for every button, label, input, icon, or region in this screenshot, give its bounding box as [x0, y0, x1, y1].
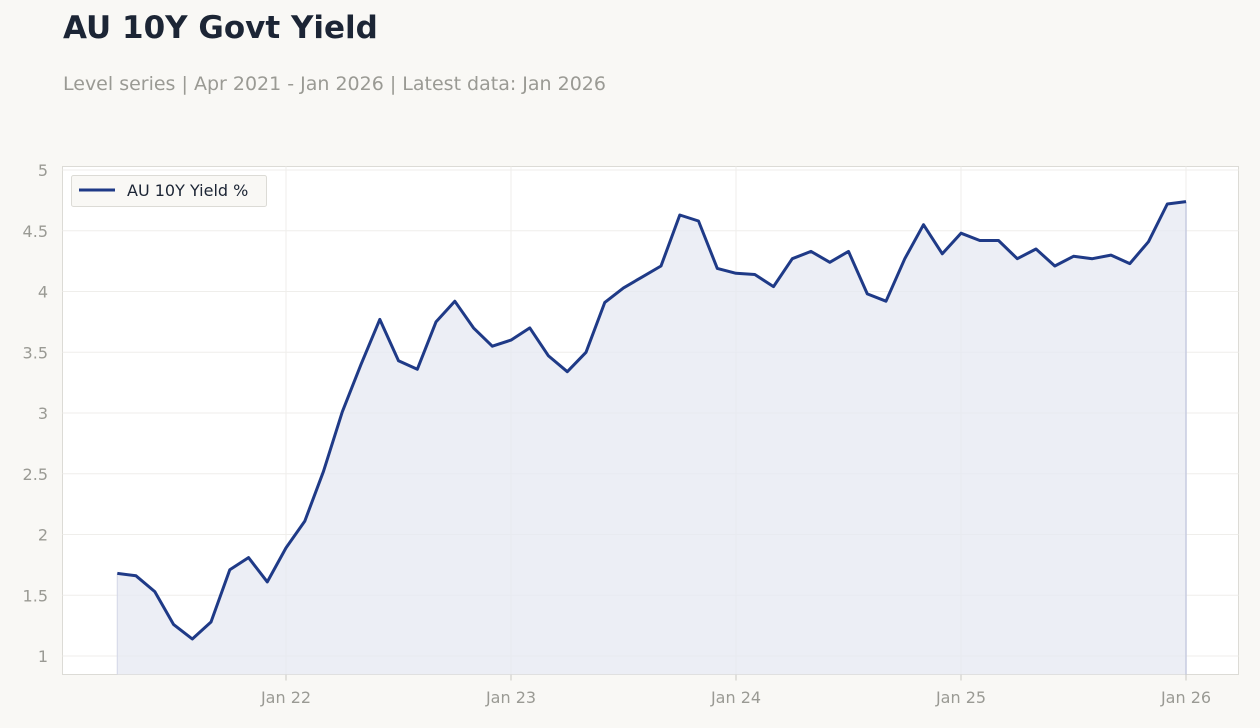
x-axis: Jan 22 Jan 23 Jan 24 Jan 25 Jan 26: [260, 674, 1211, 707]
y-tick-label: 4.5: [23, 222, 48, 241]
y-tick-label: 3.5: [23, 343, 48, 362]
series-area: [117, 201, 1186, 675]
y-tick-label: 1.5: [23, 586, 48, 605]
y-tick-label: 1: [38, 647, 48, 666]
x-tick-label: Jan 23: [485, 688, 536, 707]
chart-subtitle: Level series | Apr 2021 - Jan 2026 | Lat…: [63, 73, 606, 95]
y-tick-label: 2.5: [23, 465, 48, 484]
y-axis: 1 1.5 2 2.5 3 3.5 4 4.5 5: [23, 161, 48, 666]
legend: AU 10Y Yield %: [71, 175, 267, 207]
x-tick-label: Jan 25: [935, 688, 986, 707]
y-tick-label: 2: [38, 526, 48, 545]
y-tick-label: 3: [38, 404, 48, 423]
chart-title: AU 10Y Govt Yield: [63, 10, 378, 46]
x-tick-label: Jan 26: [1160, 688, 1211, 707]
y-tick-label: 4: [38, 283, 48, 302]
y-tick-label: 5: [38, 161, 48, 180]
x-tick-label: Jan 22: [260, 688, 311, 707]
x-tick-label: Jan 24: [710, 688, 761, 707]
legend-box: [71, 175, 267, 207]
legend-label: AU 10Y Yield %: [127, 181, 248, 200]
series-line: [117, 200, 1187, 641]
